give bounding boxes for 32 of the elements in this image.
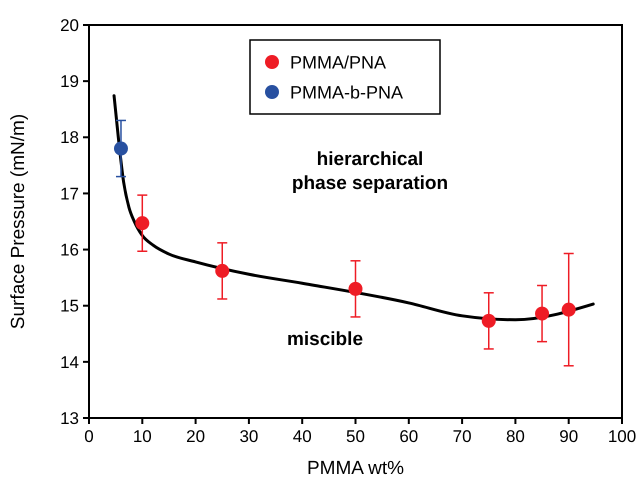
- x-tick-label: 90: [559, 427, 578, 446]
- point: [135, 216, 150, 230]
- y-tick-label: 20: [60, 16, 79, 35]
- legend-label: PMMA-b-PNA: [290, 82, 404, 102]
- point: [348, 282, 362, 296]
- x-axis-title: PMMA wt%: [306, 458, 404, 479]
- point: [114, 142, 128, 156]
- x-tick-label: 70: [452, 427, 472, 446]
- point: [535, 306, 550, 321]
- point: [215, 264, 230, 278]
- x-tick-label: 80: [506, 427, 525, 446]
- x-tick-label: 50: [346, 427, 365, 446]
- annotation: hierarchical phase separation: [292, 149, 448, 194]
- y-tick-label: 16: [60, 240, 79, 260]
- y-tick-label: 13: [60, 408, 79, 428]
- y-axis-title: Surface Pressure (mN/m): [8, 114, 29, 330]
- y-tick-label: 15: [60, 296, 79, 316]
- point: [482, 314, 496, 328]
- x-tick-label: 30: [239, 427, 258, 446]
- y-tick-label: 19: [60, 72, 79, 92]
- legend-label: PMMA/PNA: [290, 52, 386, 72]
- y-tick-label: 14: [60, 352, 79, 372]
- x-tick-label: 0: [84, 427, 94, 446]
- point: [562, 302, 576, 317]
- x-tick-label: 20: [186, 427, 206, 446]
- x-tick-label: 40: [292, 427, 312, 446]
- x-tick-label: 10: [132, 427, 152, 446]
- x-tick-label: 100: [608, 427, 636, 446]
- x-tick-label: 60: [399, 427, 418, 446]
- y-tick-label: 18: [60, 128, 79, 148]
- annotation: miscible: [286, 329, 364, 350]
- y-tick-label: 17: [60, 184, 79, 204]
